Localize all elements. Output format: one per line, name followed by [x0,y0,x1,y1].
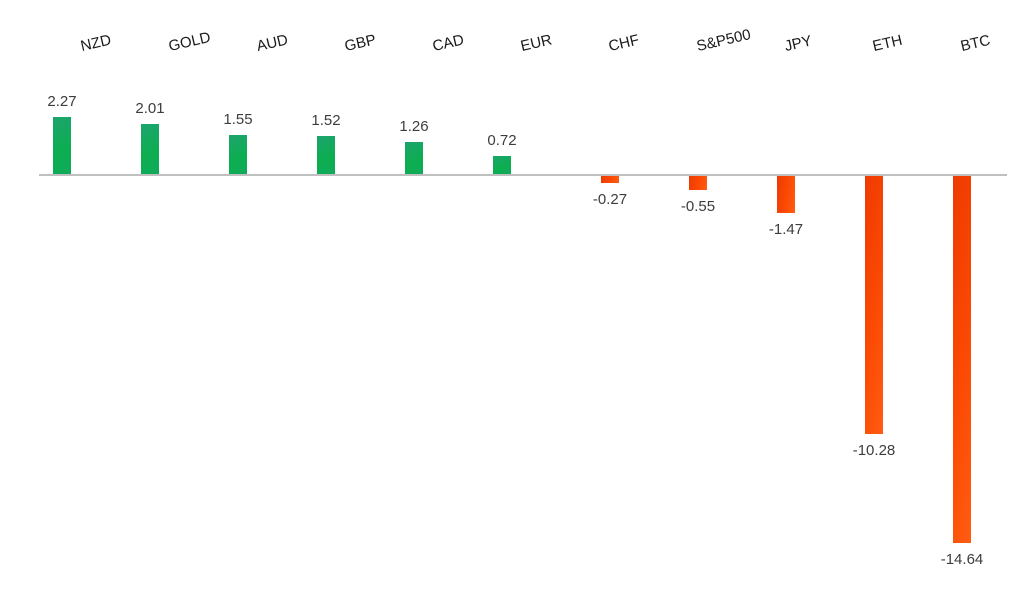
value-label-BTC: -14.64 [940,551,984,568]
category-label-JPY: JPY [782,32,814,56]
value-label-JPY: -1.47 [768,221,804,238]
bar-BTC [953,176,971,543]
bar-GOLD [141,124,159,174]
category-label-EUR: EUR [518,31,554,56]
value-label-GOLD: 2.01 [135,100,165,117]
bar-AUD [229,135,247,174]
bar-ETH [865,176,883,434]
category-label-CAD: CAD [430,31,466,56]
bar-S&P500 [689,176,707,190]
value-label-S&P500: -0.55 [680,198,716,215]
category-label-CHF: CHF [606,31,641,56]
category-label-GBP: GBP [342,31,378,56]
value-label-EUR: 0.72 [487,132,517,149]
category-label-NZD: NZD [78,31,113,56]
value-label-ETH: -10.28 [852,442,896,459]
value-label-CHF: -0.27 [592,191,628,208]
category-label-ETH: ETH [870,31,905,56]
category-label-S&P500: S&P500 [694,26,753,56]
value-label-AUD: 1.55 [223,111,253,128]
category-label-BTC: BTC [958,31,993,56]
bar-NZD [53,117,71,174]
bar-CAD [405,142,423,174]
value-label-NZD: 2.27 [47,93,77,110]
bar-GBP [317,136,335,174]
bar-CHF [601,176,619,183]
bar-EUR [493,156,511,174]
x-axis-zero-line [39,174,1007,176]
bar-JPY [777,176,795,213]
category-label-GOLD: GOLD [166,28,213,56]
category-label-AUD: AUD [254,31,290,56]
value-label-CAD: 1.26 [399,118,429,135]
value-label-GBP: 1.52 [311,112,341,129]
